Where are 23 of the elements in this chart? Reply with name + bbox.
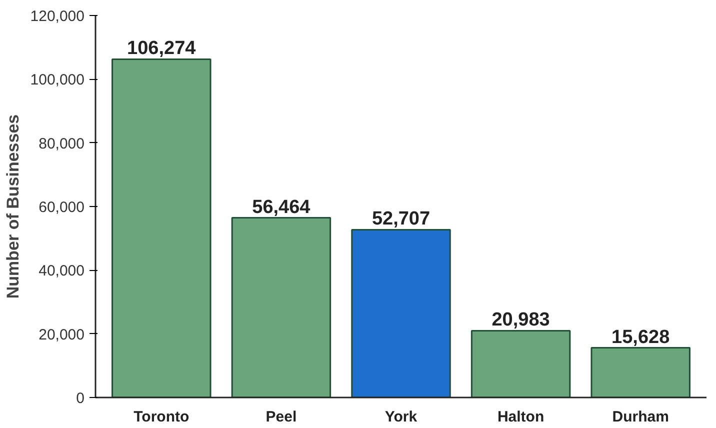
bar — [590, 347, 690, 398]
bar — [351, 228, 451, 398]
y-tick-label: 20,000 — [38, 326, 85, 344]
data-label: 20,983 — [492, 310, 550, 331]
data-label: 56,464 — [252, 196, 311, 218]
x-tick-label: Toronto — [134, 408, 190, 426]
x-tick-label: York — [384, 408, 418, 426]
bar — [231, 217, 332, 398]
y-tick-label: 100,000 — [30, 72, 85, 89]
y-axis-title: Number of Businesses — [3, 114, 22, 299]
y-tick-label: 60,000 — [38, 199, 85, 216]
y-tick-label: 0 — [76, 390, 84, 407]
x-tick-label: Durham — [612, 408, 669, 426]
data-label: 106,274 — [127, 38, 196, 60]
bar — [112, 58, 212, 398]
y-tick-label: 120,000 — [30, 8, 85, 25]
x-tick-label: Peel — [266, 408, 297, 426]
bar — [470, 330, 571, 398]
data-label: 15,628 — [612, 326, 670, 348]
y-tick-label: 80,000 — [38, 135, 85, 152]
x-tick-label: Halton — [497, 408, 544, 426]
y-tick-label: 40,000 — [38, 262, 85, 280]
data-label: 52,707 — [372, 208, 430, 230]
